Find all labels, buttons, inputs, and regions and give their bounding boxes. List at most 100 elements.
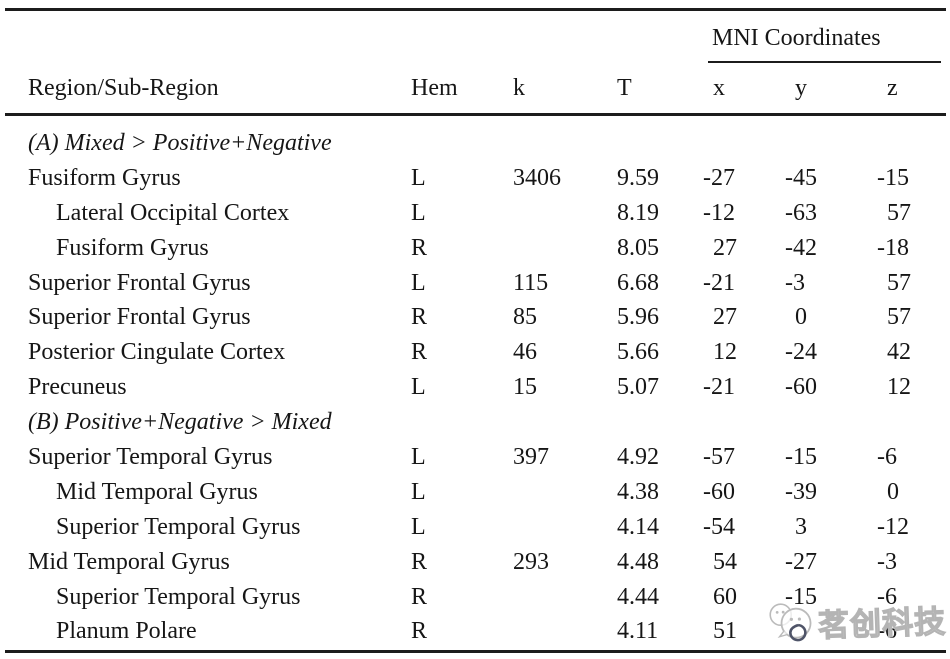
cell-hem: L — [411, 513, 426, 540]
cell-z: 42 — [887, 339, 911, 366]
cell-z: 12 — [887, 374, 911, 401]
cell-y: -15 — [785, 444, 817, 471]
cell-region: Planum Polare — [56, 618, 197, 645]
cell-x: -27 — [703, 164, 735, 191]
cell-t: 4.14 — [617, 513, 659, 540]
cell-x: -57 — [703, 444, 735, 471]
column-header-hem: Hem — [411, 75, 458, 101]
cell-hem: L — [411, 269, 426, 296]
cell-region: Mid Temporal Gyrus — [56, 478, 258, 505]
cell-t: 6.68 — [617, 269, 659, 296]
cell-k: 293 — [513, 548, 549, 575]
cell-region: Mid Temporal Gyrus — [28, 548, 230, 575]
cell-k: 15 — [513, 374, 537, 401]
cell-k: 46 — [513, 339, 537, 366]
cell-hem: R — [411, 339, 428, 366]
cell-z: 57 — [887, 269, 911, 296]
cell-hem: R — [411, 548, 428, 575]
cell-hem: L — [411, 478, 426, 505]
cell-hem: R — [411, 583, 428, 610]
cell-t: 5.66 — [617, 339, 659, 366]
cell-region: Superior Frontal Gyrus — [28, 304, 251, 331]
cell-z: -18 — [877, 234, 909, 261]
table-row: Planum Polare R 4.11 51 -6 — [0, 614, 950, 649]
cell-z: 57 — [887, 199, 911, 226]
cell-y: -39 — [785, 478, 817, 505]
cell-z: -6 — [877, 583, 897, 610]
table-row: Fusiform Gyrus R 8.05 27 -42 -18 — [0, 231, 950, 266]
cell-z: -15 — [877, 164, 909, 191]
table-row: Superior Temporal Gyrus L 397 4.92 -57 -… — [0, 440, 950, 475]
cell-z: 57 — [887, 304, 911, 331]
table-row: Mid Temporal Gyrus L 4.38 -60 -39 0 — [0, 475, 950, 510]
column-header-t: T — [617, 75, 632, 101]
cell-y: -42 — [785, 234, 817, 261]
cell-t: 4.11 — [617, 618, 659, 645]
cell-hem: R — [411, 304, 428, 331]
table-top-rule — [5, 8, 946, 11]
cell-t: 5.96 — [617, 304, 659, 331]
cell-y: -24 — [785, 339, 817, 366]
table-row: Fusiform Gyrus L 3406 9.59 -27 -45 -15 — [0, 161, 950, 196]
column-header-x: x — [713, 75, 725, 101]
cell-hem: L — [411, 374, 426, 401]
cell-t: 8.05 — [617, 234, 659, 261]
cell-region: Lateral Occipital Cortex — [56, 199, 290, 226]
cell-x: 51 — [713, 618, 737, 645]
cell-hem: L — [411, 199, 426, 226]
table-row: Superior Temporal Gyrus L 4.14 -54 3 -12 — [0, 510, 950, 545]
column-header-k: k — [513, 75, 525, 101]
header-bottom-rule — [5, 113, 946, 116]
cell-x: -54 — [703, 513, 735, 540]
cell-region: Fusiform Gyrus — [28, 164, 181, 191]
cell-hem: R — [411, 234, 428, 261]
cell-region: Superior Temporal Gyrus — [56, 513, 301, 540]
cell-t: 5.07 — [617, 374, 659, 401]
cell-z: 0 — [887, 478, 899, 505]
cell-t: 8.19 — [617, 199, 659, 226]
cell-region: Fusiform Gyrus — [56, 234, 209, 261]
cell-hem: L — [411, 164, 426, 191]
section-header-row: (B) Positive+Negative > Mixed — [0, 405, 950, 440]
cell-x: 12 — [713, 339, 737, 366]
cell-y: -15 — [785, 583, 817, 610]
cell-hem: R — [411, 618, 428, 645]
cell-region: Precuneus — [28, 374, 127, 401]
cell-z: -3 — [877, 548, 897, 575]
mni-coordinates-underline — [708, 61, 941, 63]
cell-region: Superior Temporal Gyrus — [28, 444, 273, 471]
section-label: (A) Mixed > Positive+Negative — [28, 130, 332, 156]
cell-y: -60 — [785, 374, 817, 401]
cell-z: -6 — [877, 444, 897, 471]
cell-t: 4.48 — [617, 548, 659, 575]
cell-x: 27 — [713, 234, 737, 261]
cell-region: Posterior Cingulate Cortex — [28, 339, 286, 366]
cell-x: -21 — [703, 269, 735, 296]
cell-y: -45 — [785, 164, 817, 191]
cell-region: Superior Frontal Gyrus — [28, 269, 251, 296]
cell-x: -12 — [703, 199, 735, 226]
cell-k: 3406 — [513, 164, 561, 191]
cell-y: 3 — [795, 513, 807, 540]
table-bottom-rule — [5, 650, 946, 653]
cell-z: -12 — [877, 513, 909, 540]
cell-x: 60 — [713, 583, 737, 610]
table-row: Precuneus L 15 5.07 -21 -60 12 — [0, 370, 950, 405]
cell-z: -6 — [877, 618, 897, 645]
cell-region: Superior Temporal Gyrus — [56, 583, 301, 610]
cell-k: 85 — [513, 304, 537, 331]
table-row: Lateral Occipital Cortex L 8.19 -12 -63 … — [0, 196, 950, 231]
column-header-z: z — [887, 75, 898, 101]
cell-x: -60 — [703, 478, 735, 505]
table-row: Posterior Cingulate Cortex R 46 5.66 12 … — [0, 335, 950, 370]
table-row: Superior Temporal Gyrus R 4.44 60 -15 -6 — [0, 580, 950, 615]
section-label: (B) Positive+Negative > Mixed — [28, 409, 332, 436]
mni-coordinates-group-header: MNI Coordinates — [712, 25, 881, 51]
cell-y: 0 — [795, 304, 807, 331]
table-rows: (A) Mixed > Positive+Negative Fusiform G… — [0, 126, 950, 649]
cell-y: -63 — [785, 199, 817, 226]
cell-k: 115 — [513, 269, 549, 296]
table-row: Superior Frontal Gyrus R 85 5.96 27 0 57 — [0, 300, 950, 335]
section-header-row: (A) Mixed > Positive+Negative — [0, 126, 950, 161]
